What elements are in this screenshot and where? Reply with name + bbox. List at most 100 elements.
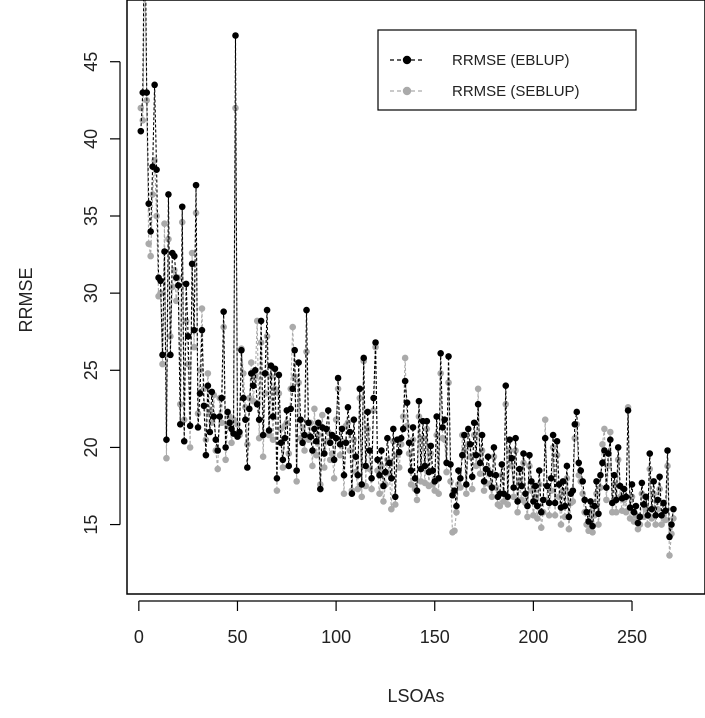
data-point-eblup	[151, 81, 158, 89]
data-point-seblup	[433, 431, 441, 439]
data-point-seblup	[605, 462, 612, 470]
data-point-eblup	[137, 127, 145, 135]
data-point-eblup	[208, 388, 216, 396]
data-point-eblup	[305, 419, 312, 427]
data-point-eblup	[526, 451, 533, 459]
data-point-eblup	[322, 425, 330, 433]
data-point-seblup	[186, 444, 194, 451]
data-point-eblup	[362, 462, 370, 470]
data-point-seblup	[656, 485, 663, 493]
data-point-eblup	[390, 425, 397, 433]
data-point-seblup	[301, 447, 308, 454]
data-point-seblup	[190, 343, 198, 351]
data-point-seblup	[524, 513, 531, 521]
data-point-eblup	[174, 282, 182, 289]
data-point-eblup	[593, 478, 600, 485]
data-point-seblup	[435, 490, 442, 498]
data-point-seblup	[198, 305, 206, 312]
data-point-seblup	[218, 419, 225, 427]
data-point-eblup	[668, 521, 675, 528]
data-point-seblup	[163, 454, 170, 462]
data-point-eblup	[255, 416, 263, 423]
data-point-seblup	[196, 366, 204, 374]
data-point-seblup	[247, 359, 255, 366]
data-point-eblup	[291, 346, 298, 354]
series-seblup	[137, 0, 677, 559]
data-point-eblup	[342, 439, 350, 447]
data-point-seblup	[344, 419, 352, 427]
data-point-eblup	[435, 474, 442, 482]
data-point-eblup	[242, 416, 249, 423]
data-point-eblup	[516, 465, 523, 473]
data-point-eblup	[194, 424, 202, 431]
data-point-seblup	[265, 431, 273, 439]
data-point-eblup	[539, 496, 547, 504]
data-point-seblup	[259, 453, 267, 460]
x-axis: 0 50 100 150 200 250	[134, 600, 647, 647]
data-point-eblup	[405, 439, 413, 447]
data-point-eblup	[413, 487, 421, 494]
data-point-eblup	[246, 405, 253, 413]
data-point-eblup	[559, 478, 567, 485]
data-point-eblup	[407, 467, 415, 474]
data-point-seblup	[559, 487, 567, 494]
data-point-seblup	[534, 515, 541, 522]
data-point-eblup	[273, 474, 281, 482]
plot-frame	[126, 0, 705, 595]
data-point-eblup	[257, 317, 265, 325]
legend-label-eblup: RRMSE (EBLUP)	[452, 52, 570, 69]
data-point-eblup	[259, 431, 267, 439]
data-point-seblup	[441, 436, 448, 444]
data-point-eblup	[644, 512, 652, 519]
data-point-seblup	[504, 501, 512, 508]
data-point-seblup	[571, 434, 579, 442]
data-point-eblup	[265, 427, 273, 434]
data-point-seblup	[443, 468, 450, 476]
data-point-eblup	[354, 471, 362, 479]
data-point-eblup	[640, 501, 648, 508]
data-point-eblup	[624, 407, 632, 414]
data-point-eblup	[634, 519, 642, 527]
data-point-eblup	[547, 474, 555, 482]
data-point-eblup	[464, 425, 472, 433]
data-point-eblup	[528, 478, 535, 485]
x-tick-label: 0	[134, 627, 144, 647]
data-point-eblup	[587, 498, 594, 505]
data-point-seblup	[466, 453, 474, 460]
data-point-seblup	[368, 485, 375, 493]
data-point-seblup	[206, 408, 214, 416]
data-point-eblup	[340, 471, 348, 479]
data-point-eblup	[652, 512, 659, 519]
data-point-eblup	[612, 496, 620, 504]
data-point-seblup	[569, 498, 577, 505]
data-point-eblup	[279, 456, 287, 464]
data-point-eblup	[224, 408, 231, 416]
data-point-seblup	[261, 390, 269, 397]
data-point-seblup	[289, 323, 297, 331]
data-point-eblup	[165, 191, 172, 198]
data-point-eblup	[364, 408, 371, 416]
data-point-eblup	[171, 252, 178, 260]
data-point-eblup	[395, 448, 403, 456]
data-point-eblup	[561, 502, 569, 510]
data-point-eblup	[315, 419, 322, 427]
legend-marker-seblup	[402, 86, 412, 96]
data-point-eblup	[356, 385, 364, 393]
data-point-eblup	[372, 339, 379, 346]
data-point-seblup	[551, 512, 559, 519]
data-point-eblup	[346, 428, 354, 436]
data-point-seblup	[358, 493, 366, 501]
data-point-eblup	[670, 505, 677, 513]
data-point-seblup	[447, 478, 454, 485]
data-point-seblup	[476, 470, 484, 477]
data-point-seblup	[222, 456, 229, 464]
x-tick-label: 50	[227, 627, 247, 647]
data-point-eblup	[214, 447, 222, 454]
data-point-seblup	[309, 462, 316, 470]
data-point-seblup	[565, 525, 573, 533]
data-point-eblup	[429, 467, 437, 474]
data-point-eblup	[447, 461, 454, 468]
y-tick-label: 40	[81, 129, 101, 149]
data-point-eblup	[161, 248, 168, 255]
